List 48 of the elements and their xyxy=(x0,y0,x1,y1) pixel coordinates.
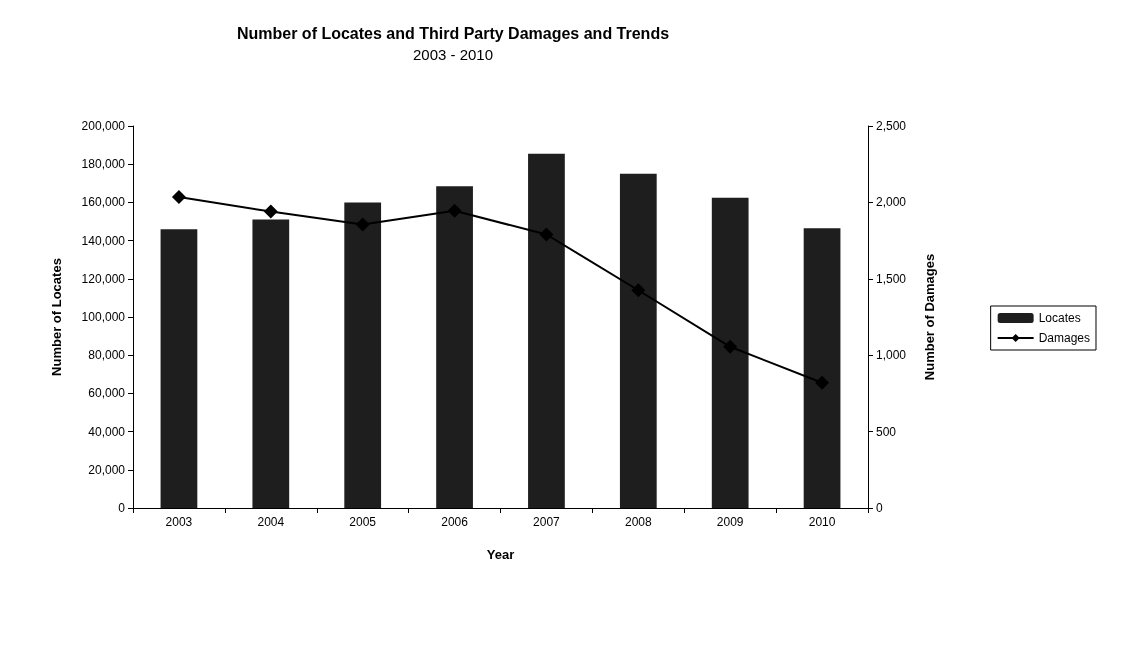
bar xyxy=(344,202,382,508)
y-tick-label: 40,000 xyxy=(88,424,126,439)
bar xyxy=(160,229,198,508)
point xyxy=(539,227,554,242)
bar xyxy=(528,153,565,508)
point xyxy=(631,283,646,298)
point xyxy=(447,203,462,218)
x-tick-label: 2005 xyxy=(349,515,377,529)
y-tick-label: 20,000 xyxy=(88,462,126,477)
point xyxy=(355,217,370,232)
y-tick-label: 160,000 xyxy=(81,195,126,210)
x-tick-label: 2008 xyxy=(624,515,652,529)
bar xyxy=(619,173,657,508)
y2-tick-label: 2,500 xyxy=(876,119,907,133)
y-tick-label: 120,000 xyxy=(81,271,126,286)
x-tick-label: 2009 xyxy=(716,515,744,529)
y2-tick-label: 500 xyxy=(876,424,897,439)
y-tick-label: 60,000 xyxy=(88,386,126,401)
bar xyxy=(436,186,473,508)
y-tick-label: 80,000 xyxy=(88,348,126,363)
chart-title: Number of Locates and Third Party Damages and Trends xyxy=(236,24,670,42)
y-tick-label: 100,000 xyxy=(81,310,126,324)
y-tick-label: 140,000 xyxy=(81,233,126,248)
x-axis-title: Year xyxy=(486,547,515,562)
point xyxy=(723,339,738,354)
bar xyxy=(803,228,841,508)
point xyxy=(171,190,186,205)
point xyxy=(263,204,278,219)
y2-tick-label: 1,000 xyxy=(876,348,907,363)
y2-tick-label: 1,500 xyxy=(876,271,907,286)
bar xyxy=(252,219,290,508)
legend-label: Damages xyxy=(1038,331,1090,345)
y-tick-label: 200,000 xyxy=(81,119,126,133)
x-tick-label: 2004 xyxy=(257,515,285,529)
chart-subtitle: 2003 - 2010 xyxy=(412,46,494,63)
x-tick-label: 2006 xyxy=(441,515,469,529)
point xyxy=(815,375,830,390)
legend-label: Locates xyxy=(1038,311,1081,325)
y2-tick-label: 2,000 xyxy=(876,195,907,210)
y2-axis-title: Number of Damages xyxy=(922,253,937,381)
y-tick-label: 180,000 xyxy=(81,157,126,172)
x-tick-label: 2007 xyxy=(533,515,561,529)
bar xyxy=(711,197,749,508)
y-axis-title: Number of Locates xyxy=(49,258,64,376)
y-tick-label: 0 xyxy=(118,501,126,515)
x-tick-label: 2003 xyxy=(165,515,193,529)
y2-tick-label: 0 xyxy=(876,501,883,515)
x-tick-label: 2010 xyxy=(808,515,836,529)
